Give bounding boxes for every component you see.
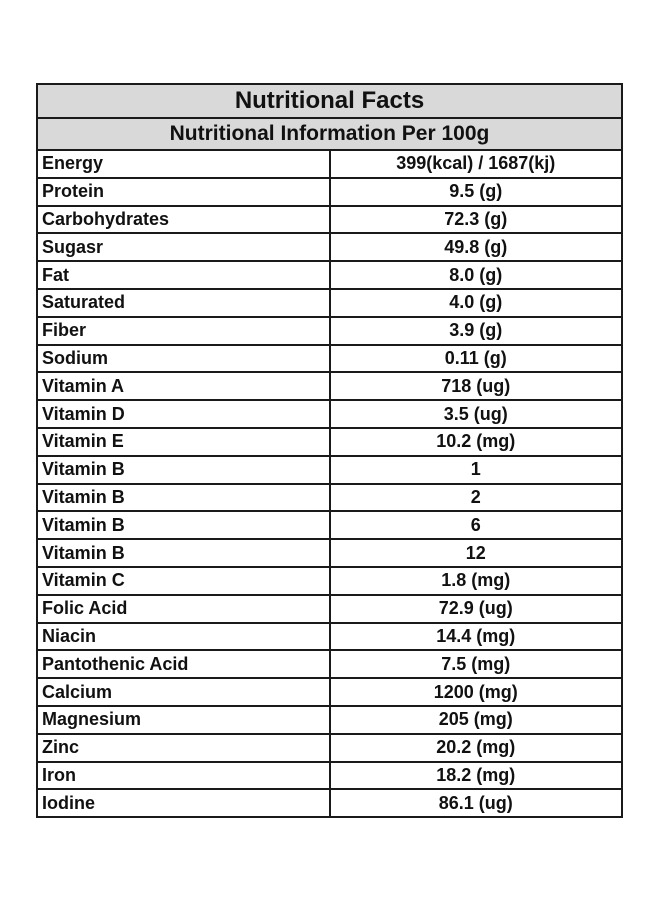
table-row: Folic Acid 72.9 (ug) bbox=[36, 593, 623, 624]
nutrient-name: Vitamin B bbox=[36, 482, 331, 513]
table-row: Calcium 1200 (mg) bbox=[36, 677, 623, 707]
nutrient-name: Zinc bbox=[36, 732, 331, 763]
table-row: Saturated 4.0 (g) bbox=[36, 287, 623, 318]
table-row: Vitamin E 10.2 (mg) bbox=[36, 426, 623, 457]
nutrient-name: Sugasr bbox=[36, 232, 331, 263]
table-row: Protein 9.5 (g) bbox=[36, 176, 623, 207]
nutrient-name: Calcium bbox=[36, 677, 331, 707]
nutrient-value: 12 bbox=[328, 538, 623, 568]
nutrient-name: Vitamin B bbox=[36, 454, 331, 485]
nutrient-value: 4.0 (g) bbox=[328, 287, 623, 318]
table-row: Vitamin A 718 (ug) bbox=[36, 371, 623, 402]
nutrient-value: 86.1 (ug) bbox=[328, 788, 623, 819]
nutrient-name: Pantothenic Acid bbox=[36, 649, 331, 680]
table-row: Iron 18.2 (mg) bbox=[36, 760, 623, 791]
nutrient-name: Vitamin B bbox=[36, 510, 331, 541]
nutrient-value: 72.3 (g) bbox=[328, 204, 623, 235]
nutrient-name: Magnesium bbox=[36, 704, 331, 735]
nutrient-value: 205 (mg) bbox=[328, 704, 623, 735]
table-row: Fat 8.0 (g) bbox=[36, 260, 623, 290]
nutrient-value: 18.2 (mg) bbox=[328, 760, 623, 791]
nutrient-value: 3.9 (g) bbox=[328, 315, 623, 346]
table-row: Sodium 0.11 (g) bbox=[36, 343, 623, 374]
nutrient-value: 2 bbox=[328, 482, 623, 513]
nutrient-value: 1 bbox=[328, 454, 623, 485]
nutrient-name: Vitamin D bbox=[36, 399, 331, 429]
table-row: Iodine 86.1 (ug) bbox=[36, 788, 623, 819]
nutrient-value: 9.5 (g) bbox=[328, 176, 623, 207]
nutrient-value: 49.8 (g) bbox=[328, 232, 623, 263]
table-row: Fiber 3.9 (g) bbox=[36, 315, 623, 346]
table-row: Magnesium 205 (mg) bbox=[36, 704, 623, 735]
nutrient-value: 1200 (mg) bbox=[328, 677, 623, 707]
nutrient-name: Folic Acid bbox=[36, 593, 331, 624]
table-row: Vitamin D 3.5 (ug) bbox=[36, 399, 623, 429]
table-title: Nutritional Facts bbox=[36, 83, 623, 119]
nutrient-value: 20.2 (mg) bbox=[328, 732, 623, 763]
nutrient-name: Saturated bbox=[36, 287, 331, 318]
nutrient-value: 3.5 (ug) bbox=[328, 399, 623, 429]
nutrient-name: Vitamin A bbox=[36, 371, 331, 402]
nutrient-name: Iron bbox=[36, 760, 331, 791]
table-subtitle: Nutritional Information Per 100g bbox=[36, 117, 623, 151]
nutrient-value: 399(kcal) / 1687(kj) bbox=[328, 149, 623, 179]
nutrient-value: 1.8 (mg) bbox=[328, 565, 623, 596]
table-row: Energy 399(kcal) / 1687(kj) bbox=[36, 149, 623, 179]
nutrient-name: Vitamin B bbox=[36, 538, 331, 568]
nutrient-value: 0.11 (g) bbox=[328, 343, 623, 374]
nutrient-name: Vitamin C bbox=[36, 565, 331, 596]
nutrient-name: Fiber bbox=[36, 315, 331, 346]
table-row: Vitamin B 12 bbox=[36, 538, 623, 568]
nutrient-name: Energy bbox=[36, 149, 331, 179]
nutrient-value: 14.4 (mg) bbox=[328, 621, 623, 652]
table-row: Carbohydrates 72.3 (g) bbox=[36, 204, 623, 235]
nutrient-name: Sodium bbox=[36, 343, 331, 374]
nutrient-name: Carbohydrates bbox=[36, 204, 331, 235]
nutrient-value: 8.0 (g) bbox=[328, 260, 623, 290]
subtitle-row: Nutritional Information Per 100g bbox=[36, 117, 623, 151]
nutrient-name: Vitamin E bbox=[36, 426, 331, 457]
nutrient-value: 6 bbox=[328, 510, 623, 541]
nutrient-name: Protein bbox=[36, 176, 331, 207]
nutrient-name: Niacin bbox=[36, 621, 331, 652]
table-row: Niacin 14.4 (mg) bbox=[36, 621, 623, 652]
table-row: Pantothenic Acid 7.5 (mg) bbox=[36, 649, 623, 680]
nutrient-value: 72.9 (ug) bbox=[328, 593, 623, 624]
table-row: Zinc 20.2 (mg) bbox=[36, 732, 623, 763]
nutrient-name: Iodine bbox=[36, 788, 331, 819]
table-row: Sugasr 49.8 (g) bbox=[36, 232, 623, 263]
nutrient-value: 718 (ug) bbox=[328, 371, 623, 402]
nutrition-facts-panel: Nutritional Facts Nutritional Informatio… bbox=[36, 83, 623, 819]
title-row: Nutritional Facts bbox=[36, 83, 623, 119]
nutrient-value: 7.5 (mg) bbox=[328, 649, 623, 680]
nutrient-name: Fat bbox=[36, 260, 331, 290]
nutrient-value: 10.2 (mg) bbox=[328, 426, 623, 457]
nutrition-table: Nutritional Facts Nutritional Informatio… bbox=[36, 83, 623, 819]
table-row: Vitamin C 1.8 (mg) bbox=[36, 565, 623, 596]
